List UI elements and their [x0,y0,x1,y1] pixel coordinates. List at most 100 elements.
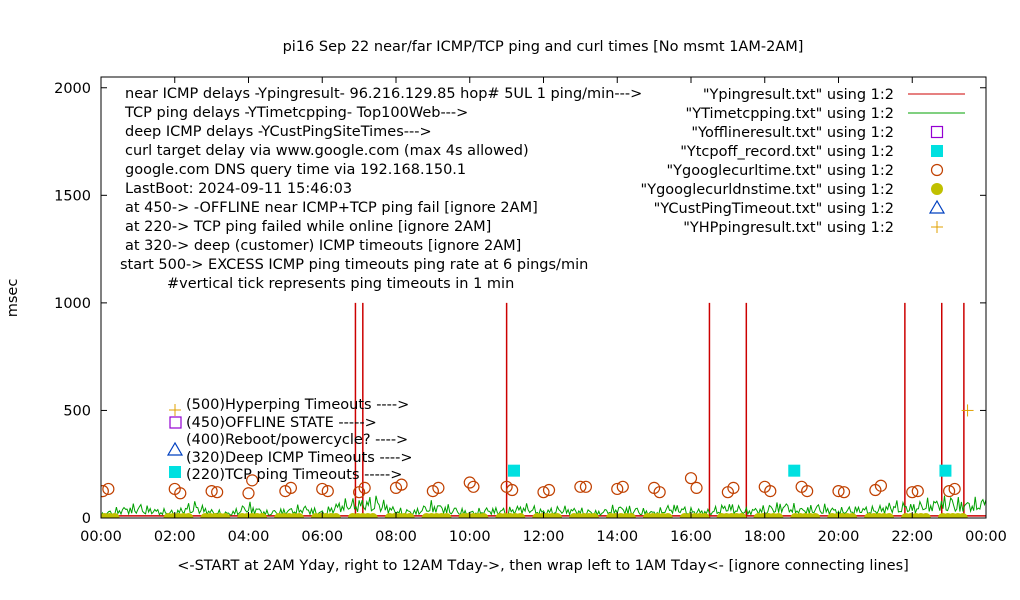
curl-time-point [684,472,698,485]
legend-open-circle-icon [930,163,944,177]
curl-time-point [242,487,255,500]
curl-time-point [801,485,814,498]
curl-time-point [316,482,329,496]
curl-time-point [579,480,593,493]
dns-time-point [367,513,378,518]
info-block: near ICMP delays -Ypingresult- 96.216.12… [120,86,642,292]
dns-time-point [183,513,194,518]
curl-time-point [837,486,851,499]
x-tick-label: 08:00 [375,529,417,545]
info-line: #vertical tick represents ping timeouts … [167,276,514,292]
axis-layer: 00:00 02:00 04:00 06:00 08:00 10:00 12:00 14:00… [54,77,1007,545]
x-tick-label: 00:00 [80,529,122,545]
key-line: (400)Reboot/powercycle? ----> [186,432,408,448]
x-tick-label: 12:00 [523,529,565,545]
legend-label: "Ytcpoff_record.txt" using 1:2 [680,144,894,160]
info-line: curl target delay via www.google.com (ma… [125,143,529,159]
curl-time-point [874,479,888,492]
tcp-ping-line [101,495,986,517]
legend-label: "Ygooglecurltime.txt" using 1:2 [667,163,895,179]
curl-time-point [906,486,919,499]
key-line: (450)OFFLINE STATE -----> [186,415,377,431]
key-line: (500)Hyperping Timeouts ----> [186,397,409,413]
curl-time-point [948,482,961,496]
dns-time-point [810,513,821,518]
x-tick-label: 14:00 [596,529,638,545]
y-axis-label: msec [5,279,21,318]
curl-time-point [102,482,115,496]
info-line: at 320-> deep (customer) ICMP timeouts [… [125,238,521,254]
curl-time-point [616,480,629,493]
info-line: LastBoot: 2024-09-11 15:46:03 [125,181,352,197]
info-line: near ICMP delays -Ypingresult- 96.216.12… [125,86,642,102]
x-tick-label: 22:00 [891,529,933,545]
x-tick-label: 16:00 [670,529,712,545]
dns-time-point [90,513,100,523]
y-tick-label: 1500 [54,188,91,204]
legend-filled-circle-icon [931,183,943,195]
curl-time-point [764,485,777,498]
dns-time-point [552,513,563,518]
legend: "Ypingresult.txt" using 1:2 "YTimetcpping… [641,87,965,236]
curl-time-point [506,483,519,497]
curl-time-point [205,485,218,498]
dns-time-point [920,513,931,518]
y-tick-label: 0 [82,511,91,527]
tcp-offline-marker [939,464,952,477]
y-tick-label: 500 [63,403,91,419]
data-layer [90,302,986,523]
legend-open-square-icon [930,125,944,139]
tcp-offline-marker [508,464,520,477]
key-line: (320)Deep ICMP Timeouts ----> [186,450,413,466]
dns-time-point [589,513,600,518]
legend-label: "YHPpingresult.txt" using 1:2 [683,220,894,236]
curl-time-point [832,485,845,498]
key-tcp-timeout-square-icon [169,466,181,478]
x-tick-label: 10:00 [449,529,491,545]
dns-time-point [330,513,341,518]
curl-time-point [574,480,587,493]
legend-filled-square-icon [931,145,943,157]
dns-time-point [257,513,268,518]
dns-time-point [699,513,710,518]
dns-time-point [294,513,305,518]
x-tick-label: 02:00 [154,529,196,545]
curl-time-point [432,481,445,494]
tcp-offline-marker [788,464,801,477]
curl-time-point [395,478,408,491]
info-line: google.com DNS query time via 192.168.15… [125,162,466,178]
curl-time-point [537,486,550,499]
info-line: start 500-> EXCESS ICMP ping timeouts pi… [120,257,588,273]
info-line: at 450-> -OFFLINE near ICMP+TCP ping fai… [125,200,538,216]
dns-time-point [220,513,231,518]
curl-time-point [911,485,924,498]
curl-time-point [727,481,740,494]
curl-time-point [690,481,703,494]
key-line: (220)TCP ping Timeouts -----> [186,467,402,483]
key-block: (500)Hyperping Timeouts ----> (450)OFFLI… [166,397,413,483]
dns-time-point [404,513,415,518]
info-line: TCP ping delays -YTimetcpping- Top100Web… [124,105,468,121]
legend-open-triangle-icon [928,199,946,214]
legend-label: "Ygooglecurldnstime.txt" using 1:2 [641,182,894,198]
curl-time-point [101,485,109,498]
x-tick-label: 00:00 [965,529,1007,545]
curl-time-point [463,476,476,489]
dns-time-point [478,513,489,518]
x-tick-label: 04:00 [228,529,270,545]
dns-time-point [662,513,673,518]
curl-time-point [246,474,259,487]
dns-time-point [441,513,452,518]
dns-time-point [847,513,858,518]
legend-label: "Ypingresult.txt" using 1:2 [703,87,894,103]
key-hyperping-plus-icon [169,404,181,416]
dns-time-point [736,513,747,518]
key-offline-square-icon [169,416,182,429]
y-tick-label: 1000 [54,296,91,312]
dns-time-point [625,513,636,518]
curl-time-point [943,485,956,498]
curl-time-point [284,481,298,494]
dns-time-point [957,513,968,518]
curl-time-point [174,487,187,500]
